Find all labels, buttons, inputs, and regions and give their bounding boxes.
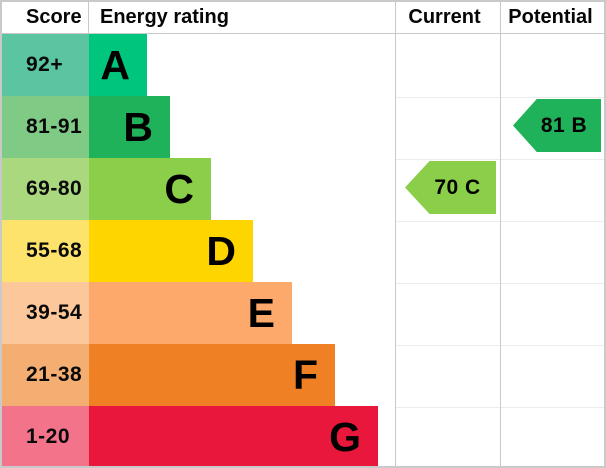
rating-letter: F	[292, 351, 318, 398]
score-range-cell: 39-54	[2, 282, 89, 344]
potential-column-divider	[500, 2, 501, 466]
rating-bar: B	[89, 96, 170, 158]
rating-band-row: 39-54 E	[2, 282, 604, 344]
rating-bar: F	[89, 344, 335, 406]
rating-band-row: 69-80 C	[2, 158, 604, 220]
energy-rating-column-header: Energy rating	[100, 6, 229, 28]
score-range-label: 1-20	[26, 425, 71, 448]
rating-band-row: 21-38 F	[2, 344, 604, 406]
potential-column-header: Potential	[508, 6, 593, 28]
score-range-cell: 81-91	[2, 96, 89, 158]
current-column-header: Current	[408, 6, 481, 28]
rating-letter: G	[329, 413, 361, 460]
current-rating-label: 70 C	[434, 175, 481, 199]
potential-rating-label: 81 B	[540, 113, 588, 137]
rating-band-row: 55-68 D	[2, 220, 604, 282]
score-range-label: 81-91	[26, 115, 83, 138]
rating-bar: E	[89, 282, 292, 344]
rating-band-row: 92+ A	[2, 34, 604, 96]
score-range-cell: 92+	[2, 34, 89, 96]
rating-bar: D	[89, 220, 253, 282]
score-range-cell: 69-80	[2, 158, 89, 220]
rating-band-row: 81-91 B	[2, 96, 604, 158]
score-range-cell: 55-68	[2, 220, 89, 282]
rating-bar: G	[89, 406, 378, 466]
score-range-label: 92+	[26, 53, 64, 76]
rating-letter: A	[100, 41, 130, 88]
score-range-label: 39-54	[26, 301, 83, 324]
score-range-label: 69-80	[26, 177, 83, 200]
rating-bands: 92+ A 81-91 B 69-80 C 55-68 D 39-54 E 21…	[2, 34, 604, 466]
score-range-label: 55-68	[26, 239, 83, 262]
score-range-cell: 21-38	[2, 344, 89, 406]
rating-letter: D	[206, 227, 236, 274]
rating-letter: C	[164, 165, 194, 212]
score-column-header: Score	[2, 2, 89, 33]
score-range-cell: 1-20	[2, 406, 89, 466]
rating-band-row: 1-20 G	[2, 406, 604, 466]
score-range-label: 21-38	[26, 363, 83, 386]
current-column-divider	[395, 2, 396, 466]
rating-letter: E	[247, 289, 275, 336]
rating-bar: A	[89, 34, 147, 96]
header-row: Score Energy rating Current Potential	[2, 2, 604, 34]
rating-letter: B	[123, 103, 153, 150]
rating-bar: C	[89, 158, 211, 220]
